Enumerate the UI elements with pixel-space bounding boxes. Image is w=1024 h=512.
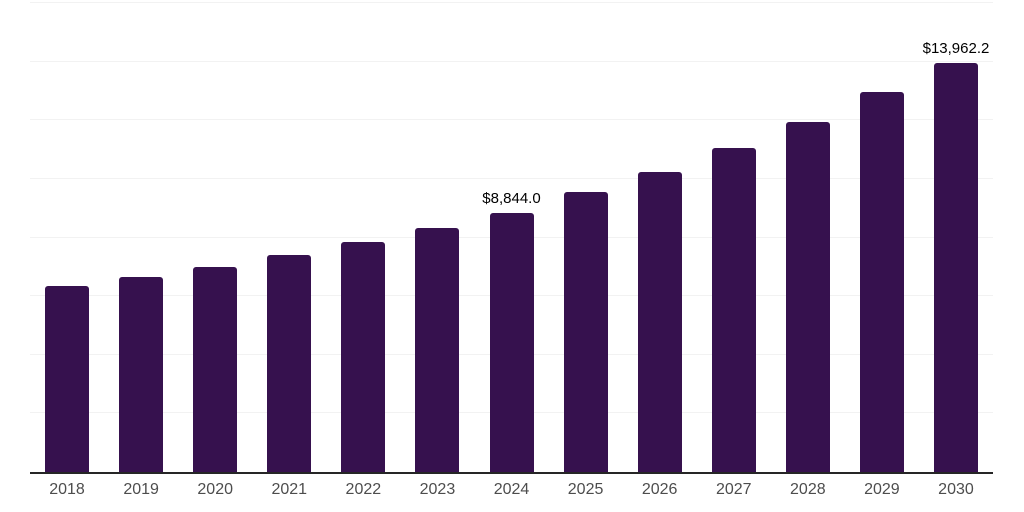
- bar-2029: [859, 91, 904, 472]
- x-tick-label: 2027: [715, 481, 752, 498]
- bar-slot: $8,844.0: [474, 3, 548, 472]
- bar-slot: [104, 3, 178, 472]
- bar-2025: [563, 191, 608, 472]
- gridline: [30, 119, 993, 121]
- x-tick-label: 2023: [419, 481, 456, 498]
- bars-row: $8,844.0 $13,962.2: [30, 3, 993, 472]
- bar-slot: [252, 3, 326, 472]
- x-tick-label: 2029: [864, 481, 900, 498]
- bar-value-label: $13,962.2: [922, 39, 990, 57]
- bar-2027: [711, 147, 756, 472]
- x-tick-label: 2020: [197, 481, 233, 498]
- bar-slot: [845, 3, 919, 472]
- bar-slot: [549, 3, 623, 472]
- x-axis: 2018 2019 2020 2021 2022 2023 2024 2025 2026 2027…: [30, 482, 993, 498]
- bar-2019: [119, 276, 164, 472]
- bar-slot: [771, 3, 845, 472]
- bar-2021: [267, 254, 312, 472]
- bar-2023: [415, 227, 460, 472]
- bar-slot: [697, 3, 771, 472]
- x-tick-label: 2028: [790, 481, 826, 498]
- bar-2028: [785, 121, 830, 472]
- x-tick-label: 2024: [493, 481, 530, 498]
- x-tick-label: 2019: [123, 481, 159, 498]
- x-tick-label: 2018: [49, 481, 85, 498]
- bar-slot: [400, 3, 474, 472]
- x-tick-label: 2025: [567, 481, 604, 498]
- bar-slot: [623, 3, 697, 472]
- x-tick-label: 2021: [271, 481, 308, 498]
- x-tick-label: 2022: [345, 481, 382, 498]
- gridline: [30, 2, 993, 3]
- bar-slot: [30, 3, 104, 472]
- x-tick-label: 2026: [641, 481, 678, 498]
- bar-slot: [326, 3, 400, 472]
- bar-2018: [45, 285, 90, 472]
- bar-2020: [193, 267, 238, 472]
- bar-slot: [178, 3, 252, 472]
- bar-value-label: $8,844.0: [482, 189, 541, 207]
- gridline: [30, 60, 993, 62]
- plot-area: $8,844.0 $13,962.2: [30, 2, 993, 474]
- gridline: [30, 177, 993, 179]
- bar-2030: [933, 62, 978, 472]
- bar-2022: [341, 242, 386, 472]
- bar-2024: [489, 212, 534, 472]
- bar-slot: $13,962.2: [919, 3, 993, 472]
- x-tick-label: 2030: [938, 481, 974, 498]
- bar-2026: [637, 171, 682, 472]
